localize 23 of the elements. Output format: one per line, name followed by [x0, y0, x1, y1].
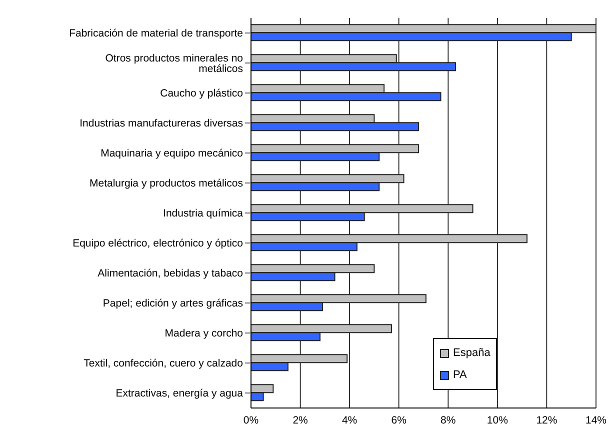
- x-tick-label: 2%: [292, 414, 308, 426]
- x-tick-label: 6%: [391, 414, 406, 426]
- x-tick-label: 10%: [486, 414, 508, 426]
- y-tick-label: Metalurgia y productos metálicos: [90, 178, 243, 190]
- y-tick-label: Equipo eléctrico, electrónico y óptico: [72, 238, 244, 250]
- legend-label: PA: [453, 368, 467, 383]
- y-tick-label: Otros productos minerales no metálicos: [105, 52, 244, 75]
- x-tick-label: 12%: [536, 414, 558, 426]
- x-tick-label: 4%: [342, 414, 358, 426]
- x-tick-label: 14%: [585, 414, 607, 426]
- legend-label: España: [453, 346, 490, 361]
- x-tick-label: 0%: [243, 414, 259, 426]
- y-tick-label: Maquinaria y equipo mecánico: [100, 148, 244, 160]
- y-tick-label: Industria química: [163, 208, 244, 220]
- y-tick-label: Industrias manufactureras diversas: [80, 118, 243, 130]
- y-tick-label: Madera y corcho: [164, 328, 244, 340]
- y-tick-label: Papel; edición y artes gráficas: [102, 298, 243, 310]
- x-tick-label: 8%: [440, 414, 456, 426]
- y-tick-label: Fabricación de material de transporte: [69, 28, 244, 40]
- y-tick-label: Extractivas, energía y agua: [116, 388, 244, 400]
- y-tick-label: Caucho y plástico: [160, 88, 244, 100]
- y-tick-label: Textil, confección, cuero y calzado: [84, 358, 244, 370]
- y-tick-label: Alimentación, bebidas y tabaco: [98, 268, 244, 280]
